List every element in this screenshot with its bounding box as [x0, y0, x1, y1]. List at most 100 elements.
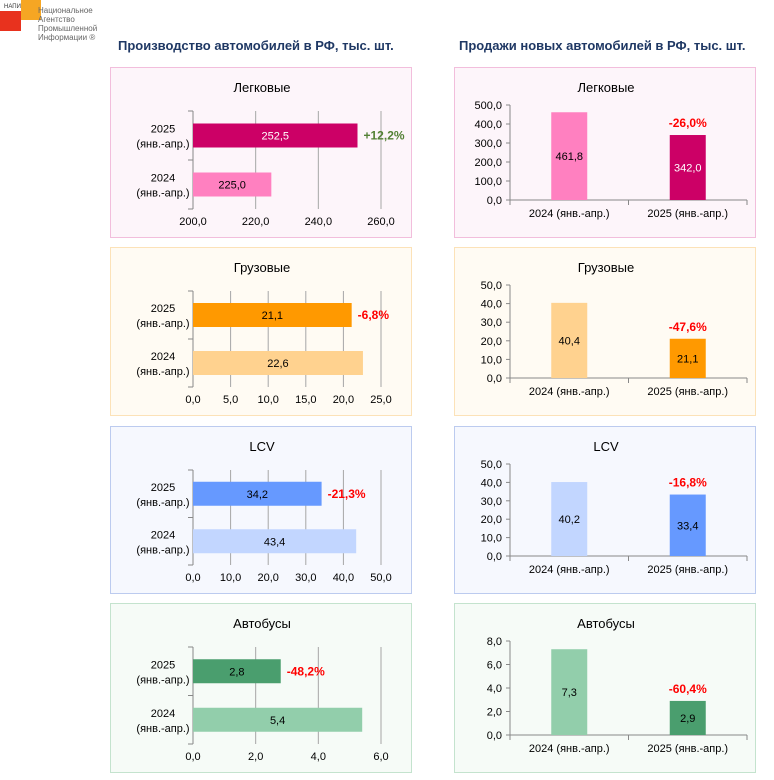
- category-label: 2025 (янв.-апр.): [647, 208, 728, 220]
- data-label: 5,4: [270, 715, 285, 727]
- y-tick-label: 500,0: [474, 100, 502, 112]
- logo-orange-square: [21, 0, 41, 20]
- sales-chart-panel: Грузовые 0,0 10,0 20,0 30,0 40,0 50,0 40,4 2024 …: [454, 247, 756, 416]
- x-tick-label: 0,0: [185, 394, 200, 406]
- x-tick-label: 50,0: [370, 572, 391, 584]
- sales-chart-panel: Легковые 0,0 100,0 200,0 300,0 400,0 500,0 461,…: [454, 67, 756, 238]
- logo-red-square: [0, 11, 21, 31]
- x-tick-label: 10,0: [257, 394, 278, 406]
- production-chart-panel: Автобусы 0,0 2,0 4,0 6,0 2,8 2025 (янв.-апр.) -4…: [110, 603, 412, 773]
- data-label: 461,8: [555, 151, 583, 163]
- y-tick-label: 40,0: [481, 477, 502, 489]
- bar: [193, 172, 272, 197]
- y-tick-label: 300,0: [474, 138, 502, 150]
- x-tick-label: 0,0: [185, 572, 200, 584]
- bar: [669, 700, 706, 735]
- bar: [551, 482, 588, 556]
- y-tick-label: 10,0: [481, 533, 502, 545]
- category-label: (янв.-апр.): [136, 188, 189, 200]
- y-tick-label: 0,0: [487, 195, 502, 207]
- bar: [193, 529, 357, 554]
- category-label: 2025: [151, 659, 175, 671]
- data-label: 7,3: [562, 687, 577, 699]
- bar: [551, 649, 588, 735]
- y-tick-label: 0,0: [487, 551, 502, 563]
- change-label: -6,8%: [358, 308, 390, 322]
- y-tick-label: 30,0: [481, 317, 502, 329]
- chart-title: Автобусы: [577, 616, 635, 631]
- category-label: 2024: [151, 173, 175, 185]
- category-label: (янв.-апр.): [136, 497, 189, 509]
- bar: [193, 481, 322, 506]
- x-tick-label: 15,0: [295, 394, 316, 406]
- x-tick-label: 200,0: [179, 216, 207, 228]
- x-tick-label: 6,0: [373, 751, 388, 763]
- chart-svg: Легковые 200,0 220,0 240,0 260,0 252,5 2025 (ян…: [136, 80, 404, 228]
- chart-svg: Автобусы 0,0 2,0 4,0 6,0 2,8 2025 (янв.-апр.) -4…: [136, 616, 388, 763]
- data-label: 225,0: [218, 180, 246, 192]
- y-tick-label: 6,0: [487, 660, 502, 672]
- bar: [193, 351, 363, 375]
- sales-chart-panel: Автобусы 0,0 2,0 4,0 6,0 8,0 7,3 2024 (янв.-апр…: [454, 603, 756, 773]
- category-label: 2024 (янв.-апр.): [529, 386, 610, 398]
- category-label: 2025: [151, 482, 175, 494]
- bar: [193, 123, 358, 148]
- category-label: (янв.-апр.): [136, 674, 189, 686]
- y-tick-label: 200,0: [474, 157, 502, 169]
- data-label: 21,1: [262, 310, 283, 322]
- y-tick-label: 40,0: [481, 299, 502, 311]
- bar: [669, 135, 706, 200]
- x-tick-label: 20,0: [257, 572, 278, 584]
- y-tick-label: 30,0: [481, 496, 502, 508]
- chart-svg: Грузовые 0,0 10,0 20,0 30,0 40,0 50,0 40,4 2024 …: [481, 260, 748, 398]
- data-label: 22,6: [267, 358, 288, 370]
- data-label: 2,9: [680, 713, 695, 725]
- x-tick-label: 40,0: [333, 572, 354, 584]
- chart-title: LCV: [249, 439, 275, 454]
- chart-svg: Грузовые 0,0 5,0 10,0 15,0 20,0 25,0 21,1 2025 (я…: [136, 260, 391, 406]
- category-label: 2024: [151, 351, 175, 363]
- change-label: -26,0%: [669, 116, 707, 130]
- y-tick-label: 10,0: [481, 354, 502, 366]
- data-label: 342,0: [674, 163, 702, 175]
- bar: [193, 659, 281, 684]
- category-label: 2024 (янв.-апр.): [529, 208, 610, 220]
- chart-title: LCV: [593, 439, 619, 454]
- sales-heading: Продажи новых автомобилей в РФ, тыс. шт.: [459, 38, 746, 53]
- production-chart-panel: LCV 0,0 10,0 20,0 30,0 40,0 50,0 34,2 2025 (янв.-…: [110, 426, 412, 594]
- category-label: (янв.-апр.): [136, 139, 189, 151]
- category-label: 2025 (янв.-апр.): [647, 386, 728, 398]
- chart-title: Грузовые: [578, 260, 634, 275]
- chart-title: Легковые: [577, 80, 634, 95]
- x-tick-label: 5,0: [223, 394, 238, 406]
- y-tick-label: 4,0: [487, 683, 502, 695]
- category-label: (янв.-апр.): [136, 318, 189, 330]
- category-label: 2025: [151, 124, 175, 136]
- x-tick-label: 20,0: [333, 394, 354, 406]
- data-label: 40,2: [559, 514, 580, 526]
- x-tick-label: 220,0: [242, 216, 270, 228]
- data-label: 2,8: [229, 666, 244, 678]
- data-label: 40,4: [559, 335, 580, 347]
- category-label: 2025 (янв.-апр.): [647, 743, 728, 755]
- change-label: -60,4%: [669, 682, 707, 696]
- x-tick-label: 10,0: [220, 572, 241, 584]
- category-label: 2024 (янв.-апр.): [529, 743, 610, 755]
- y-tick-label: 0,0: [487, 730, 502, 742]
- y-tick-label: 20,0: [481, 336, 502, 348]
- y-tick-label: 400,0: [474, 119, 502, 131]
- production-chart-panel: Легковые 200,0 220,0 240,0 260,0 252,5 2025 (ян…: [110, 67, 412, 238]
- chart-title: Грузовые: [234, 260, 290, 275]
- bar: [551, 112, 588, 200]
- y-tick-label: 2,0: [487, 707, 502, 719]
- category-label: (янв.-апр.): [136, 723, 189, 735]
- category-label: (янв.-апр.): [136, 366, 189, 378]
- x-tick-label: 30,0: [295, 572, 316, 584]
- x-tick-label: 260,0: [367, 216, 395, 228]
- category-label: 2024 (янв.-апр.): [529, 564, 610, 576]
- bar: [669, 338, 706, 378]
- bar: [193, 707, 363, 732]
- chart-svg: LCV 0,0 10,0 20,0 30,0 40,0 50,0 34,2 2025 (янв.-…: [136, 439, 391, 584]
- change-label: -47,6%: [669, 320, 707, 334]
- category-label: 2025: [151, 303, 175, 315]
